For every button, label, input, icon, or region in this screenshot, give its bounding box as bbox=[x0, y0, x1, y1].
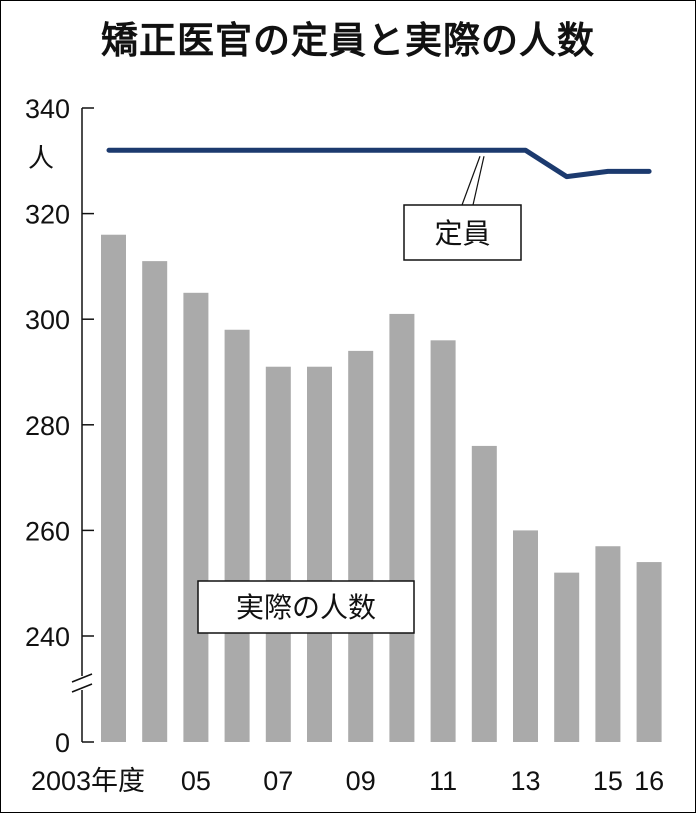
y-tick-labels: 340 320 300 280 260 240 0 bbox=[25, 94, 70, 758]
x-tick-label: 09 bbox=[346, 766, 376, 796]
bar-2013 bbox=[513, 530, 538, 742]
y-unit-label: 人 bbox=[28, 144, 54, 174]
x-tick-label: 05 bbox=[181, 766, 211, 796]
y-axis-ticks bbox=[82, 107, 94, 743]
bar-2008 bbox=[307, 366, 332, 742]
bar-2003 bbox=[101, 234, 126, 742]
legend-label-jissai: 実際の人数 bbox=[236, 591, 376, 624]
y-axis-break bbox=[71, 673, 93, 693]
y-tick-label: 240 bbox=[25, 622, 70, 652]
bar-series bbox=[101, 234, 662, 742]
x-tick-label: 16 bbox=[634, 766, 664, 796]
bar-2011 bbox=[430, 340, 456, 742]
x-tick-label: 15 bbox=[593, 766, 623, 796]
legend-callout-teiin: 定員 bbox=[403, 156, 522, 261]
bar-2010 bbox=[389, 313, 415, 742]
y-tick-label: 320 bbox=[25, 200, 70, 230]
y-tick-label: 280 bbox=[25, 411, 70, 441]
chart-title: 矯正医官の定員と実際の人数 bbox=[101, 19, 595, 62]
legend-label-teiin: 定員 bbox=[434, 217, 490, 250]
y-tick-label: 300 bbox=[25, 305, 70, 335]
legend-callout-jissai: 実際の人数 bbox=[197, 580, 415, 634]
bar-2007 bbox=[265, 366, 291, 742]
x-tick-label: 11 bbox=[429, 766, 457, 796]
bar-2009 bbox=[348, 350, 374, 742]
bar-2006 bbox=[224, 329, 250, 742]
bar-2004 bbox=[142, 261, 168, 742]
y-tick-label: 340 bbox=[25, 94, 70, 124]
bar-2016 bbox=[636, 562, 662, 742]
bar-2012 bbox=[471, 445, 497, 742]
bar-2015 bbox=[595, 546, 621, 742]
bar-2005 bbox=[183, 292, 209, 742]
x-tick-label: 13 bbox=[510, 766, 540, 796]
x-tick-labels: 2003年度 05 07 09 11 13 15 16 bbox=[31, 766, 664, 796]
x-tick-label: 07 bbox=[263, 766, 293, 796]
bar-2014 bbox=[554, 572, 580, 742]
x-tick-label: 2003年度 bbox=[31, 766, 145, 796]
line-series-teiin bbox=[106, 147, 652, 180]
y-tick-label: 0 bbox=[55, 728, 70, 758]
y-tick-label: 260 bbox=[25, 516, 70, 546]
